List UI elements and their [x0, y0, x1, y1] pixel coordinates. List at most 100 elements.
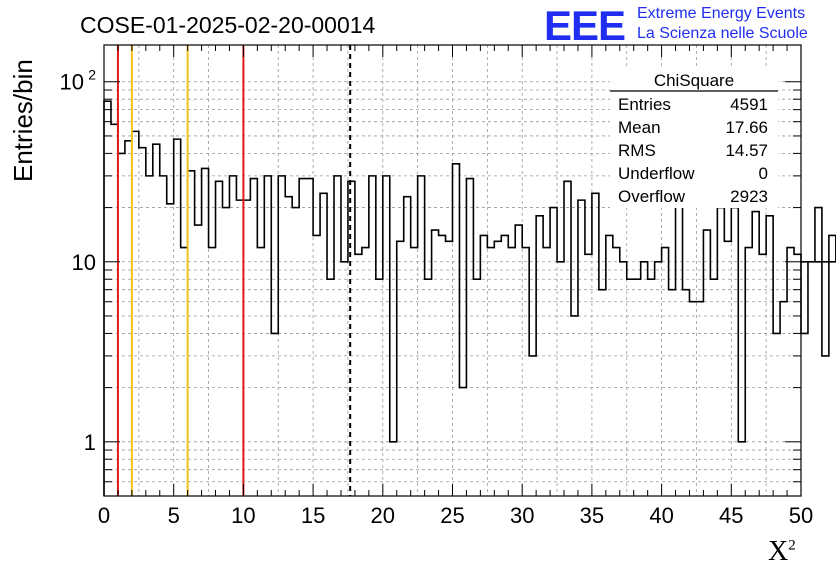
- histogram-bin: [522, 248, 529, 496]
- histogram-bin: [348, 181, 355, 496]
- histogram-bin: [655, 262, 662, 496]
- x-tick-label: 45: [719, 503, 743, 528]
- histogram-bin: [404, 197, 411, 496]
- histogram-bin: [780, 302, 787, 496]
- histogram-bin: [543, 248, 550, 496]
- histogram-bin: [104, 101, 111, 496]
- histogram-bin: [508, 248, 515, 496]
- histogram-bin: [815, 208, 822, 496]
- x-tick-label: 5: [168, 503, 180, 528]
- histogram-bin: [167, 204, 174, 496]
- histogram-bin: [341, 262, 348, 496]
- histogram-bin: [606, 235, 613, 496]
- x-tick-label: 0: [98, 503, 110, 528]
- histogram-bin: [808, 262, 815, 496]
- histogram-bin: [515, 225, 522, 496]
- histogram-bin: [787, 248, 794, 496]
- x-tick-label: 40: [649, 503, 673, 528]
- y-tick-exponent: 2: [88, 67, 96, 83]
- histogram-bin: [745, 248, 752, 496]
- histogram-bin: [146, 176, 153, 496]
- stats-label: Underflow: [618, 164, 695, 183]
- chart-title: COSE-01-2025-02-20-00014: [80, 12, 376, 38]
- histogram-bin: [599, 290, 606, 496]
- y-tick-label: 10: [72, 250, 96, 275]
- histogram-bin: [250, 179, 257, 496]
- histogram-bin: [578, 200, 585, 496]
- histogram-bin: [564, 181, 571, 496]
- histogram-bin: [717, 208, 724, 496]
- histogram-bin: [501, 235, 508, 496]
- histogram-bin: [243, 200, 250, 496]
- histogram-bin: [466, 179, 473, 496]
- histogram-bin: [278, 176, 285, 496]
- histogram-bin: [118, 153, 125, 496]
- histogram-bin: [592, 193, 599, 496]
- eee-logo: EEE: [544, 2, 626, 49]
- stats-box: ChiSquare Entries 4591 Mean 17.66 RMS 14.57 Und…: [610, 68, 778, 208]
- histogram-bin: [236, 200, 243, 496]
- x-tick-label: 30: [510, 503, 534, 528]
- stats-label: Mean: [618, 118, 661, 137]
- histogram-bin: [299, 179, 306, 496]
- histogram-bin: [202, 168, 209, 496]
- histogram-bin: [174, 139, 181, 496]
- stats-value: 17.66: [725, 118, 768, 137]
- histogram-outline: [103, 100, 836, 496]
- histogram-bin: [153, 144, 160, 496]
- histogram-bin: [641, 262, 648, 496]
- stats-value: 4591: [730, 95, 768, 114]
- stats-value: 0: [759, 164, 768, 183]
- histogram-bin: [829, 235, 836, 496]
- histogram-bin: [439, 235, 446, 496]
- histogram-bin: [292, 208, 299, 496]
- stats-label: Overflow: [618, 187, 686, 206]
- histogram-bin: [209, 248, 216, 496]
- histogram-bin: [557, 262, 564, 496]
- histogram-bin: [676, 176, 683, 496]
- x-tick-label: 35: [580, 503, 604, 528]
- histogram-bin: [320, 193, 327, 496]
- grid: [104, 45, 801, 496]
- histogram-bin: [313, 235, 320, 496]
- histogram-bin: [418, 176, 425, 496]
- stats-value: 14.57: [725, 141, 768, 160]
- histogram-bin: [773, 333, 780, 496]
- histogram-bin: [689, 302, 696, 496]
- x-axis-label: X2: [768, 536, 796, 567]
- org-name-line1: Extreme Energy Events: [637, 5, 806, 22]
- histogram-bin: [334, 176, 341, 496]
- histogram-bin: [181, 248, 188, 496]
- histogram-bin: [369, 176, 376, 496]
- histogram-bin: [487, 248, 494, 496]
- histogram-bin: [801, 333, 808, 496]
- histogram-bin: [111, 124, 118, 496]
- histogram-bin: [271, 333, 278, 496]
- histogram-bin: [195, 225, 202, 496]
- histogram-bin: [257, 248, 264, 496]
- histogram-bin: [585, 254, 592, 496]
- marker-lines: [116, 45, 352, 496]
- x-tick-label: 15: [301, 503, 325, 528]
- histogram-bin: [453, 164, 460, 496]
- x-tick-label: 50: [789, 503, 813, 528]
- histogram-bin: [480, 235, 487, 496]
- histogram-bin: [362, 248, 369, 496]
- histogram-bin: [683, 290, 690, 496]
- histogram-bin: [571, 316, 578, 496]
- histogram-bin: [620, 262, 627, 496]
- histogram-bin: [529, 356, 536, 496]
- histogram-bin: [550, 208, 557, 496]
- histogram-bin: [731, 208, 738, 496]
- stats-value: 2923: [730, 187, 768, 206]
- histogram-bin: [669, 290, 676, 496]
- histogram-bin: [759, 254, 766, 496]
- histogram-bin: [383, 176, 390, 496]
- x-tick-label: 25: [440, 503, 464, 528]
- histogram-bin: [613, 248, 620, 496]
- y-axis-label: Entries/bin: [8, 59, 38, 182]
- y-tick-label: 10: [60, 70, 84, 95]
- histogram-bin: [306, 179, 313, 496]
- histogram-bin: [216, 181, 223, 496]
